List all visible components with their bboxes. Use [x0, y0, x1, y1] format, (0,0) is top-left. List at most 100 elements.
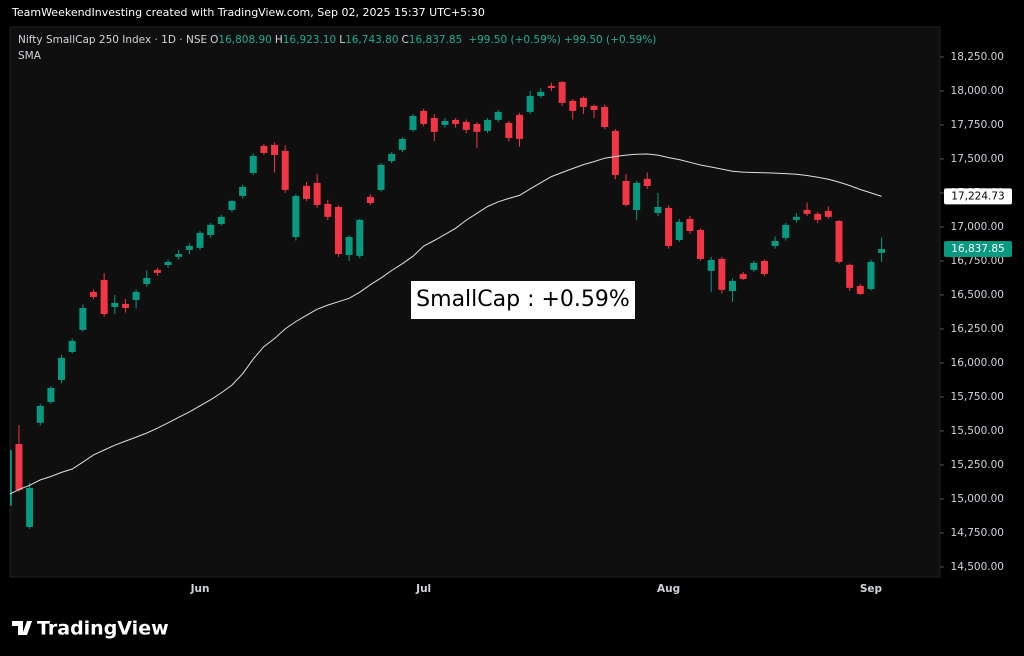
ohlc-value: 16,808.90 — [218, 34, 272, 46]
annotation: SmallCap : +0.59% — [411, 281, 635, 319]
candle-body — [665, 207, 673, 246]
candle-body — [207, 224, 215, 235]
candle-body — [462, 121, 470, 130]
candle-body — [782, 224, 790, 238]
candle-body — [505, 122, 513, 138]
candle-body — [68, 340, 76, 352]
candle-body — [686, 218, 694, 232]
candle-body — [196, 232, 204, 248]
candle-body — [271, 144, 279, 155]
candle-body — [175, 253, 183, 257]
candle-body — [409, 115, 417, 130]
price-label: 17,224.73 — [951, 190, 1004, 202]
candle-body — [814, 213, 822, 220]
y-tick-label: 15,500.00 — [951, 425, 1004, 437]
price-label-box — [944, 188, 1012, 205]
ohlc-value: 16,923.10 — [282, 34, 337, 46]
candle-body — [79, 307, 87, 330]
axes: 14,500.00 14,750.00 15,000.00 15,250.00 15,5… — [190, 51, 1012, 595]
candle-body — [878, 248, 886, 253]
candle-body — [846, 264, 854, 288]
sma-line — [10, 153, 882, 495]
candle-body — [324, 203, 332, 217]
candle-body — [228, 200, 236, 210]
y-tick-label: 16,750.00 — [951, 255, 1004, 267]
candle-body — [484, 119, 492, 131]
candle-body — [579, 97, 587, 107]
y-tick-label: 16,000.00 — [951, 357, 1004, 369]
candle-body — [569, 100, 577, 111]
candle-body — [313, 182, 321, 205]
candle-body — [143, 277, 151, 284]
candle-body — [760, 260, 768, 274]
ohlc-value: 16,743.80 — [345, 34, 399, 46]
candle-body — [164, 261, 172, 266]
candle-body — [10, 449, 12, 506]
candle-body — [750, 262, 758, 270]
legend-header: Nifty SmallCap 250 Index · 1D · NSE O16,8… — [18, 34, 659, 46]
candle-body — [824, 210, 832, 217]
candle-body — [441, 120, 449, 125]
candle-body — [185, 245, 193, 250]
logo-text: TradingView — [37, 618, 169, 640]
candle-body — [249, 155, 257, 173]
candle-body — [622, 180, 630, 205]
candle-body — [558, 81, 566, 103]
ohlc-key: O — [210, 34, 219, 46]
candle-body — [303, 185, 310, 199]
candle-body — [792, 216, 800, 220]
y-tick-label: 17,000.00 — [951, 221, 1004, 233]
y-tick-label: 14,500.00 — [951, 561, 1004, 573]
candle-body — [58, 357, 66, 380]
y-tick-label: 17,750.00 — [951, 119, 1004, 131]
change: +99.50 (+0.59%) — [468, 34, 561, 46]
candle-body — [643, 178, 651, 186]
candle-body — [260, 145, 268, 153]
indicator-name: SMA — [18, 50, 41, 62]
candle-body — [366, 196, 374, 203]
candle-body — [867, 261, 875, 289]
candle-body — [292, 195, 300, 237]
symbol: Nifty SmallCap 250 Index · 1D · NSE — [18, 34, 208, 46]
candle-body — [675, 221, 683, 240]
candle-body — [47, 387, 55, 402]
candle-body — [420, 110, 428, 124]
x-tick-label: Sep — [860, 583, 883, 595]
y-tick-label: 14,750.00 — [951, 527, 1004, 539]
candle-body — [121, 303, 129, 308]
candle-body — [388, 153, 396, 161]
y-tick-label: 18,250.00 — [951, 51, 1004, 63]
candle-body — [654, 206, 662, 213]
candle-body — [697, 229, 705, 259]
logo-icon — [12, 621, 32, 635]
candle-body — [771, 240, 779, 246]
y-tick-label: 15,750.00 — [951, 391, 1004, 403]
candle-body — [26, 487, 34, 527]
candle-body — [281, 150, 289, 190]
candle-body — [132, 291, 140, 300]
y-tick-label: 18,000.00 — [951, 85, 1004, 97]
candle-body — [217, 216, 225, 224]
candle-body — [718, 258, 726, 290]
candle-body — [856, 285, 864, 294]
candle-body — [398, 138, 406, 150]
candle-body — [526, 95, 534, 112]
candle-body — [835, 220, 843, 262]
candle-body — [516, 114, 523, 139]
candle-body — [334, 206, 342, 254]
watermark: TeamWeekendInvesting created with Tradin… — [11, 6, 485, 19]
candle-body — [430, 117, 438, 132]
ohlc-key: H — [274, 34, 283, 46]
candle-body — [611, 130, 619, 175]
candle-body — [803, 209, 811, 214]
candle-body — [111, 302, 119, 307]
candle-body — [377, 164, 385, 190]
candle-body — [452, 119, 460, 124]
candle-body — [547, 85, 555, 88]
ohlc-key: L — [339, 34, 346, 46]
price-label: 16,837.85 — [951, 243, 1004, 255]
x-tick-label: Jul — [415, 583, 431, 595]
x-tick-label: Aug — [657, 583, 680, 595]
candle-body — [15, 443, 23, 490]
